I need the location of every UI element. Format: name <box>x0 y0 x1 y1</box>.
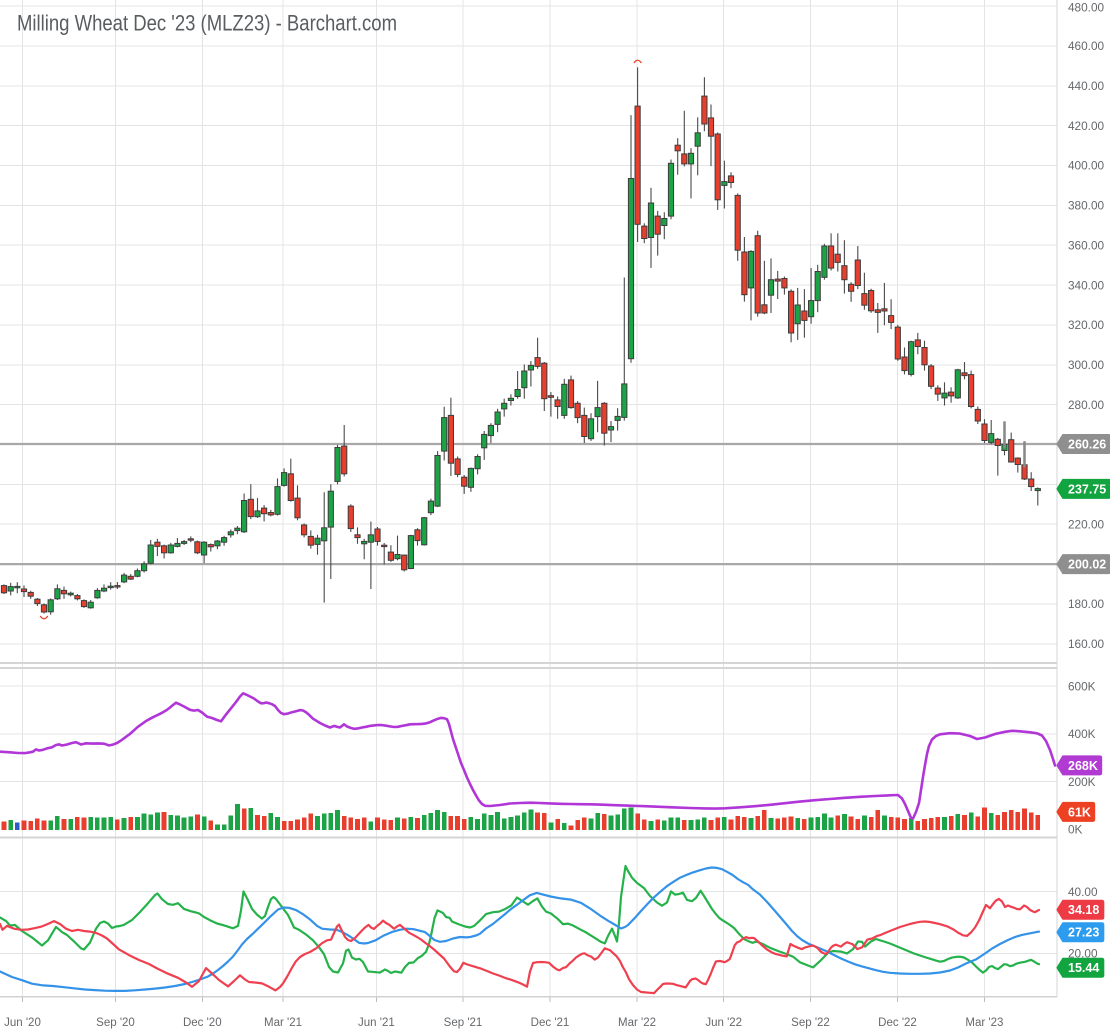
svg-text:27.23: 27.23 <box>1068 926 1099 940</box>
svg-text:220.00: 220.00 <box>1068 517 1105 531</box>
svg-text:Jun '20: Jun '20 <box>4 1017 41 1029</box>
svg-text:Jun '21: Jun '21 <box>358 1017 395 1029</box>
svg-text:280.00: 280.00 <box>1068 398 1105 412</box>
svg-text:420.00: 420.00 <box>1068 119 1105 133</box>
svg-text:Jun '22: Jun '22 <box>705 1017 742 1029</box>
svg-text:160.00: 160.00 <box>1068 637 1105 651</box>
svg-text:Sep '21: Sep '21 <box>444 1017 483 1029</box>
svg-text:Mar '22: Mar '22 <box>618 1017 656 1029</box>
svg-text:Mar '23: Mar '23 <box>965 1017 1003 1029</box>
svg-text:Mar '21: Mar '21 <box>264 1017 302 1029</box>
svg-text:200.02: 200.02 <box>1068 558 1106 572</box>
svg-text:Milling Wheat Dec '23 (MLZ23): Milling Wheat Dec '23 (MLZ23) - Barchart… <box>17 11 397 36</box>
svg-text:Sep '22: Sep '22 <box>791 1017 830 1029</box>
svg-text:0K: 0K <box>1068 823 1083 837</box>
svg-text:400.00: 400.00 <box>1068 159 1105 173</box>
svg-text:480.00: 480.00 <box>1068 1 1105 15</box>
svg-text:Dec '22: Dec '22 <box>878 1017 917 1029</box>
svg-text:460.00: 460.00 <box>1068 39 1105 53</box>
svg-text:237.75: 237.75 <box>1068 482 1106 496</box>
svg-text:61K: 61K <box>1068 805 1091 819</box>
svg-text:180.00: 180.00 <box>1068 597 1105 611</box>
svg-text:268K: 268K <box>1068 759 1098 773</box>
svg-text:Sep '20: Sep '20 <box>96 1017 135 1029</box>
svg-text:400K: 400K <box>1068 727 1096 741</box>
svg-text:15.44: 15.44 <box>1068 961 1099 975</box>
svg-text:320.00: 320.00 <box>1068 318 1105 332</box>
svg-text:380.00: 380.00 <box>1068 199 1105 213</box>
svg-text:260.26: 260.26 <box>1068 437 1106 451</box>
svg-text:440.00: 440.00 <box>1068 79 1105 93</box>
svg-text:360.00: 360.00 <box>1068 238 1105 252</box>
svg-text:34.18: 34.18 <box>1068 903 1099 917</box>
svg-text:300.00: 300.00 <box>1068 358 1105 372</box>
svg-text:40.00: 40.00 <box>1068 885 1098 899</box>
svg-text:200K: 200K <box>1068 775 1096 789</box>
svg-text:Dec '21: Dec '21 <box>531 1017 570 1029</box>
svg-text:Dec '20: Dec '20 <box>183 1017 222 1029</box>
svg-text:20.00: 20.00 <box>1068 947 1098 961</box>
svg-text:340.00: 340.00 <box>1068 278 1105 292</box>
svg-text:600K: 600K <box>1068 679 1096 693</box>
